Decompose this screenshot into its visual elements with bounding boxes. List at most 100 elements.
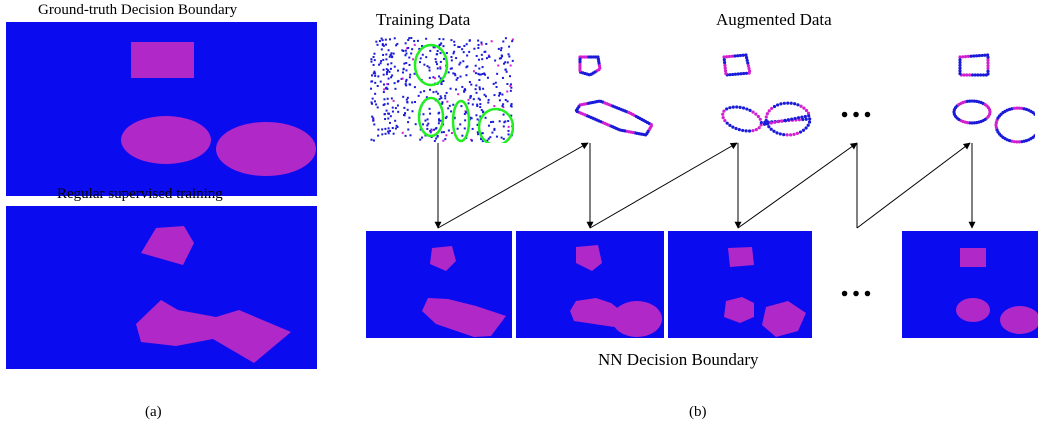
augmented-point bbox=[958, 72, 962, 76]
augmented-point bbox=[981, 73, 986, 77]
augmented-point bbox=[962, 73, 966, 77]
training-point bbox=[437, 122, 440, 125]
training-point bbox=[498, 120, 501, 123]
training-point bbox=[400, 77, 403, 80]
training-point bbox=[441, 102, 444, 105]
training-point bbox=[396, 69, 399, 72]
training-point bbox=[370, 138, 373, 141]
training-point bbox=[481, 140, 484, 143]
training-point bbox=[382, 73, 385, 76]
training-point bbox=[440, 97, 443, 100]
training-point bbox=[493, 127, 496, 130]
training-point bbox=[496, 72, 499, 75]
augmented-point bbox=[968, 73, 972, 77]
augmented-point bbox=[1015, 106, 1019, 110]
augmented-point bbox=[764, 118, 768, 123]
augmented-point bbox=[742, 71, 746, 76]
augmented-point bbox=[578, 66, 582, 70]
augmented-point bbox=[970, 121, 974, 125]
training-point bbox=[388, 121, 391, 124]
training-point bbox=[439, 52, 442, 55]
training-point bbox=[448, 104, 451, 107]
augmented-point bbox=[769, 127, 773, 131]
supervised-region-top bbox=[141, 226, 194, 265]
training-point bbox=[453, 72, 456, 75]
augmented-point bbox=[589, 55, 593, 59]
training-point bbox=[387, 127, 390, 130]
training-point bbox=[382, 91, 385, 94]
training-point bbox=[479, 115, 482, 118]
training-point bbox=[447, 129, 450, 132]
training-point bbox=[377, 128, 380, 131]
augmented-point bbox=[767, 109, 771, 113]
training-point bbox=[439, 119, 442, 122]
training-point bbox=[377, 134, 380, 137]
training-point bbox=[404, 49, 407, 52]
augmented-point bbox=[737, 128, 741, 132]
training-point bbox=[511, 59, 514, 62]
training-point bbox=[426, 127, 429, 130]
training-point bbox=[391, 106, 394, 109]
augmented-point bbox=[970, 99, 974, 103]
augmented-point bbox=[747, 66, 751, 71]
training-point bbox=[407, 38, 410, 41]
augmented-point bbox=[723, 66, 727, 70]
training-point bbox=[494, 81, 497, 84]
training-point bbox=[384, 118, 387, 121]
training-point bbox=[440, 83, 443, 86]
ground-truth-ellipse-right bbox=[216, 122, 316, 176]
training-point bbox=[376, 106, 379, 109]
training-point bbox=[498, 57, 501, 60]
augmented-point bbox=[580, 55, 584, 59]
training-point bbox=[382, 53, 385, 56]
training-point bbox=[379, 80, 382, 83]
training-point bbox=[485, 42, 488, 45]
supervised-region-bottom bbox=[136, 300, 291, 363]
training-point bbox=[426, 65, 429, 68]
training-point bbox=[382, 104, 385, 107]
augmented-point bbox=[972, 54, 976, 58]
augmented-point bbox=[969, 54, 973, 58]
training-point bbox=[452, 103, 455, 106]
training-point bbox=[509, 83, 512, 86]
highlight-circle bbox=[413, 43, 449, 87]
augmented-point bbox=[782, 133, 786, 137]
training-point bbox=[394, 127, 397, 130]
training-point bbox=[450, 56, 453, 59]
training-point bbox=[454, 88, 457, 91]
training-point bbox=[385, 58, 388, 61]
training-point bbox=[490, 40, 493, 43]
training-point bbox=[481, 66, 484, 69]
training-point bbox=[393, 37, 396, 40]
training-point bbox=[408, 116, 411, 119]
augmented-point bbox=[741, 106, 746, 110]
training-point bbox=[444, 138, 447, 141]
training-point bbox=[510, 114, 513, 117]
highlight-circle bbox=[451, 99, 471, 143]
training-point bbox=[397, 79, 400, 82]
training-point bbox=[442, 45, 445, 48]
augmented-point bbox=[721, 112, 725, 116]
training-point bbox=[387, 130, 390, 133]
training-point bbox=[507, 53, 510, 56]
training-point bbox=[483, 72, 486, 75]
training-point bbox=[401, 49, 404, 52]
training-point bbox=[422, 113, 425, 116]
augmented-point bbox=[790, 117, 794, 121]
training-point bbox=[450, 39, 453, 42]
training-point bbox=[433, 128, 436, 131]
augmented-point bbox=[758, 117, 762, 121]
augmented-point bbox=[747, 71, 751, 75]
augmented-point bbox=[793, 102, 797, 106]
training-point bbox=[414, 123, 417, 126]
training-point bbox=[487, 101, 490, 104]
augmented-point bbox=[802, 106, 806, 110]
training-point bbox=[488, 55, 491, 58]
training-point bbox=[386, 63, 389, 66]
augmented-point bbox=[986, 58, 990, 62]
training-point bbox=[390, 52, 393, 55]
augmented-point bbox=[769, 121, 773, 125]
training-point bbox=[409, 134, 412, 137]
training-point bbox=[510, 86, 513, 89]
training-point bbox=[464, 111, 467, 114]
